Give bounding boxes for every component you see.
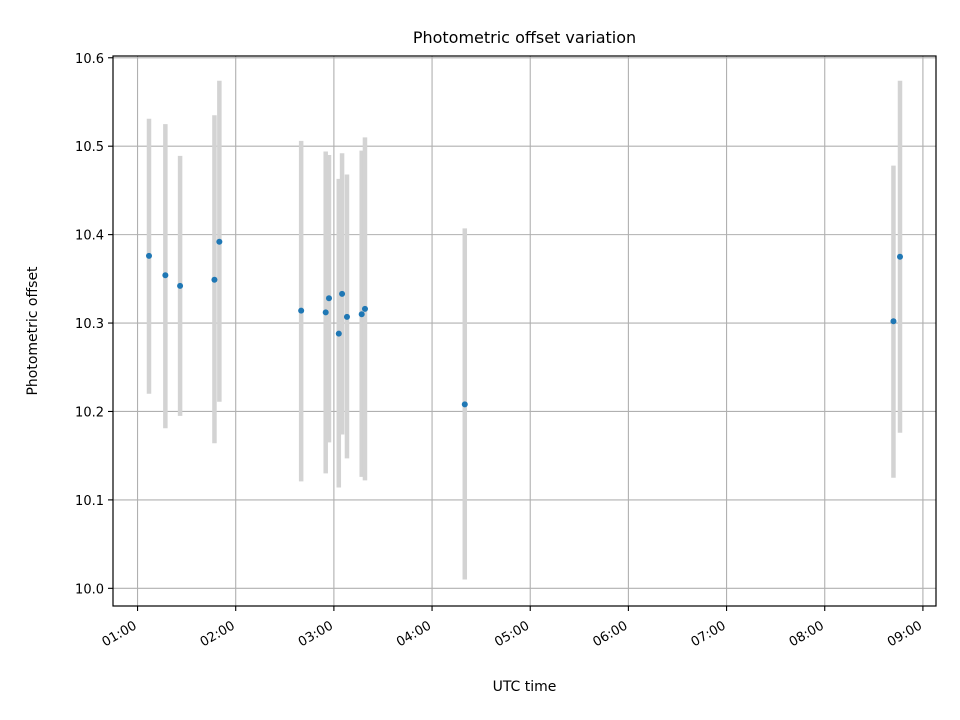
y-tick-label: 10.5 <box>75 140 104 155</box>
y-tick-label: 10.6 <box>75 52 104 67</box>
data-points <box>145 238 904 408</box>
plot-frame <box>112 55 937 607</box>
data-point <box>325 295 332 302</box>
y-tick-label: 10.2 <box>75 405 104 420</box>
y-tick-label: 10.1 <box>75 494 104 509</box>
data-point <box>339 290 346 297</box>
chart-title: Photometric offset variation <box>413 28 636 47</box>
data-point <box>162 272 169 279</box>
y-axis-label: Photometric offset <box>25 266 41 396</box>
x-axis-label: UTC time <box>493 679 557 695</box>
data-point <box>343 313 350 320</box>
data-point <box>177 282 184 289</box>
data-point <box>298 307 305 314</box>
y-tick-label: 10.3 <box>75 317 104 332</box>
data-point <box>322 309 329 316</box>
y-tick-label: 10.4 <box>75 229 104 244</box>
data-point <box>145 252 152 259</box>
data-point <box>211 276 218 283</box>
data-point <box>897 253 904 260</box>
y-axis-ticks: 10.0 10.1 10.2 10.3 10.4 10.5 10.6 <box>75 52 113 597</box>
data-point <box>890 318 897 325</box>
data-point <box>335 330 342 337</box>
data-point <box>461 401 468 408</box>
data-point <box>361 305 368 312</box>
y-tick-label: 10.0 <box>75 582 104 597</box>
data-point <box>358 311 365 318</box>
grid-lines <box>113 56 936 606</box>
data-point <box>216 238 223 245</box>
